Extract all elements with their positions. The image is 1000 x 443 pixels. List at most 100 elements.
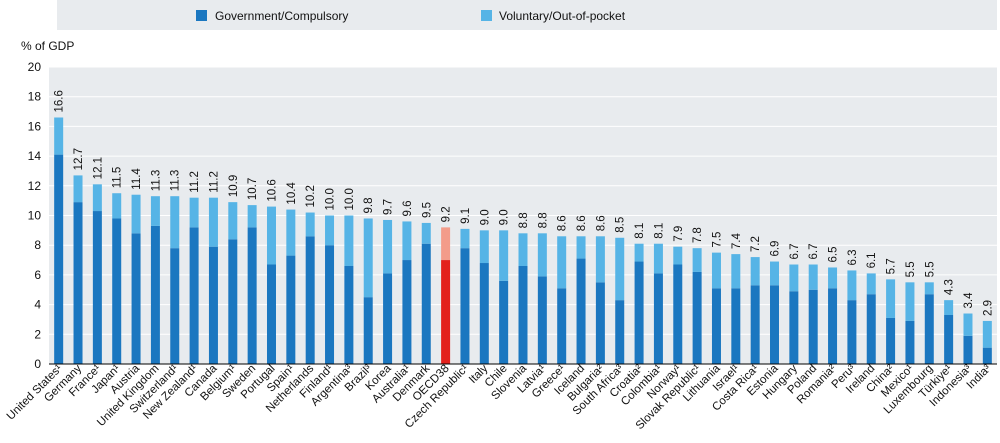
value-label: 9.5 xyxy=(421,202,433,218)
bar-government xyxy=(866,294,876,364)
bar-voluntary xyxy=(479,230,489,264)
value-label: 9.1 xyxy=(460,208,472,224)
bar-government xyxy=(653,273,663,364)
bar-government xyxy=(595,282,605,364)
bar-voluntary xyxy=(750,257,760,286)
y-tick-label: 4 xyxy=(34,298,41,312)
bar-government xyxy=(441,260,451,364)
value-label: 9.7 xyxy=(383,199,395,215)
bar-voluntary xyxy=(595,236,605,283)
y-tick-label: 0 xyxy=(34,357,41,371)
value-label: 5.5 xyxy=(924,261,936,277)
legend-label-voluntary: Voluntary/Out-of-pocket xyxy=(499,9,626,23)
value-label: 6.7 xyxy=(808,244,820,260)
bar-government xyxy=(944,314,954,364)
bar-voluntary xyxy=(305,212,315,237)
value-label: 9.0 xyxy=(479,209,491,225)
bar-voluntary xyxy=(208,197,218,247)
legend-background xyxy=(57,0,997,30)
value-label: 6.1 xyxy=(866,252,878,268)
value-label: 10.9 xyxy=(228,175,240,197)
value-label: 7.8 xyxy=(692,227,704,243)
value-label: 8.6 xyxy=(557,215,569,231)
y-tick-label: 14 xyxy=(28,149,42,163)
bar-voluntary xyxy=(673,246,683,265)
bar-voluntary xyxy=(54,117,64,155)
bar-voluntary xyxy=(247,205,257,228)
bar-voluntary xyxy=(944,300,954,315)
bar-voluntary xyxy=(150,196,160,226)
y-tick-label: 16 xyxy=(28,119,42,133)
bar-government xyxy=(383,273,393,364)
bar-voluntary xyxy=(499,230,509,281)
value-label: 16.6 xyxy=(54,90,66,112)
bar-government xyxy=(54,154,64,364)
value-label: 10.4 xyxy=(286,182,298,205)
legend: Government/Compulsory Voluntary/Out-of-p… xyxy=(57,0,997,30)
bar-government xyxy=(615,300,625,364)
value-label: 5.7 xyxy=(886,258,898,274)
bar-voluntary xyxy=(982,320,992,348)
bar-voluntary xyxy=(789,264,799,292)
bar-government xyxy=(982,347,992,364)
bar-government xyxy=(886,317,896,364)
bar-government xyxy=(828,288,838,364)
bar-government xyxy=(770,285,780,364)
value-label: 11.3 xyxy=(170,170,182,192)
value-label: 7.5 xyxy=(711,232,723,248)
bar-voluntary xyxy=(963,313,973,336)
bar-voluntary xyxy=(808,264,818,290)
bar-government xyxy=(692,271,702,364)
bar-voluntary xyxy=(92,184,102,212)
value-label: 7.2 xyxy=(750,236,762,252)
value-label: 10.2 xyxy=(305,185,317,207)
value-label: 8.1 xyxy=(653,223,665,239)
bar-voluntary xyxy=(170,196,180,249)
value-label: 9.8 xyxy=(363,197,375,213)
bar-voluntary xyxy=(866,273,876,295)
bar-government xyxy=(557,288,567,364)
bar-voluntary xyxy=(653,243,663,274)
bar-government xyxy=(170,248,180,364)
value-label: 6.7 xyxy=(789,244,801,260)
bar-voluntary xyxy=(421,222,431,244)
bar-voluntary xyxy=(131,194,141,234)
value-label: 6.5 xyxy=(828,246,840,262)
value-label: 9.2 xyxy=(441,206,453,222)
bar-government xyxy=(402,260,412,364)
bar-government xyxy=(518,265,528,364)
bar-voluntary xyxy=(924,282,934,295)
value-label: 10.6 xyxy=(266,179,278,201)
y-axis-title: % of GDP xyxy=(21,39,74,53)
y-tick-label: 12 xyxy=(28,179,42,193)
bar-voluntary xyxy=(441,227,451,261)
bar-voluntary xyxy=(886,279,896,318)
bar-government xyxy=(421,243,431,364)
value-label: 6.3 xyxy=(847,249,859,265)
value-label: 7.9 xyxy=(673,226,685,242)
bar-voluntary xyxy=(731,254,741,289)
bar-voluntary xyxy=(383,219,393,274)
value-label: 10.7 xyxy=(247,178,259,200)
value-label: 8.8 xyxy=(537,212,549,228)
bar-voluntary xyxy=(615,237,625,301)
y-tick-label: 18 xyxy=(28,90,42,104)
bar-government xyxy=(847,300,857,364)
bar-government xyxy=(731,288,741,364)
bar-government xyxy=(344,265,354,364)
value-label: 11.3 xyxy=(150,170,162,192)
bar-voluntary xyxy=(537,233,547,277)
bar-voluntary xyxy=(112,193,122,219)
value-label: 12.7 xyxy=(73,148,85,170)
bar-government xyxy=(363,297,373,364)
bar-voluntary xyxy=(325,215,335,246)
value-label: 12.1 xyxy=(92,157,104,179)
value-label: 11.2 xyxy=(189,171,201,193)
bar-government xyxy=(499,280,509,364)
bar-voluntary xyxy=(828,267,838,289)
y-tick-label: 20 xyxy=(28,60,42,74)
bar-voluntary xyxy=(692,248,702,272)
legend-label-government: Government/Compulsory xyxy=(215,9,348,23)
